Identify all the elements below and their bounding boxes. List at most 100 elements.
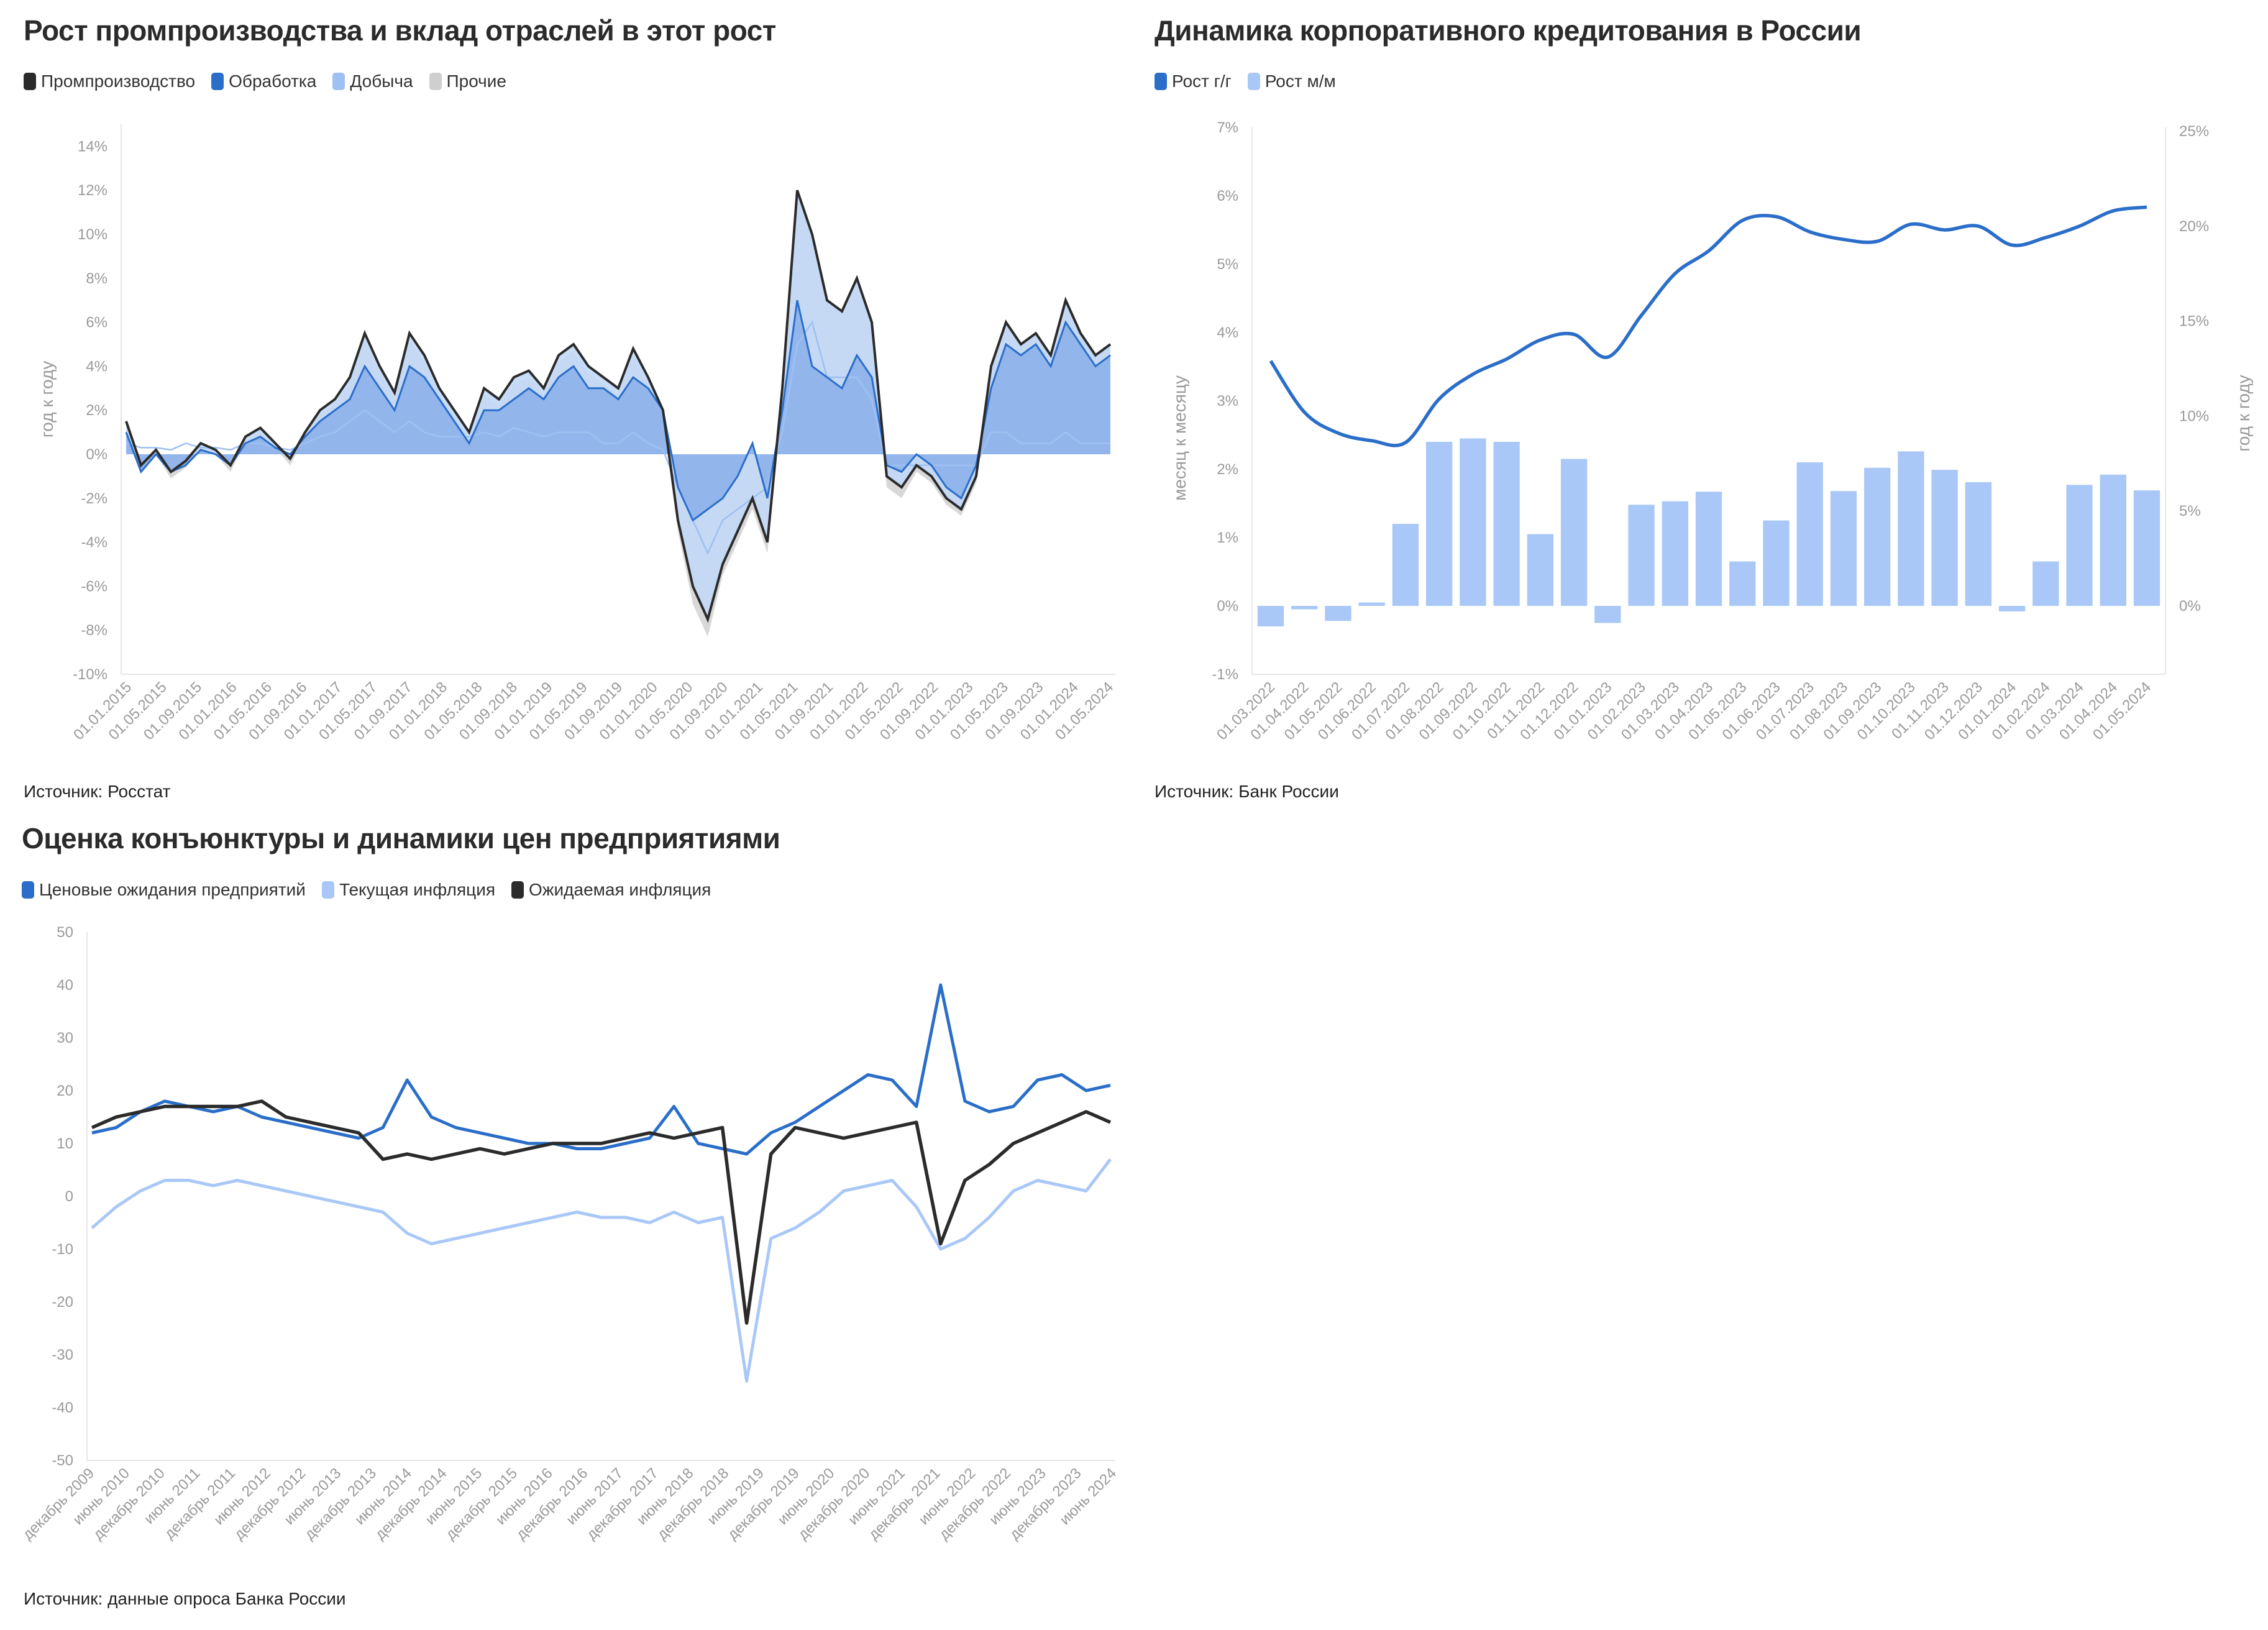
chart1-source: Источник: Росстат bbox=[24, 782, 171, 801]
chart3-legend: Ценовые ожидания предприятий Текущая инф… bbox=[22, 880, 711, 900]
legend-swatch-prom bbox=[24, 73, 36, 90]
chart1-y-tick-label: -4% bbox=[81, 534, 107, 551]
chart2-bar-mom bbox=[2033, 561, 2059, 606]
chart2-bar-mom bbox=[1729, 561, 1756, 606]
chart1-y-tick-label: 0% bbox=[86, 446, 107, 463]
chart1-y-tick-label: 4% bbox=[86, 358, 107, 375]
chart2-bar-mom bbox=[1560, 459, 1588, 606]
chart1-y-tick-label: 6% bbox=[86, 314, 107, 331]
chart3-y-tick-label: -50 bbox=[52, 1452, 73, 1469]
chart2-bar-mom bbox=[1358, 602, 1385, 606]
chart2-y-tick-left: -1% bbox=[1212, 666, 1238, 683]
legend-label: Добыча bbox=[350, 71, 413, 91]
chart2-y-tick-right: 20% bbox=[2179, 218, 2209, 235]
chart2-y-tick-left: 3% bbox=[1217, 393, 1238, 410]
chart2-bar-mom bbox=[1662, 501, 1688, 606]
chart3-source: Источник: данные опроса Банка России bbox=[24, 1589, 346, 1608]
chart2-bar-mom bbox=[1527, 534, 1553, 606]
chart1-legend-item[interactable]: Добыча bbox=[332, 71, 413, 91]
chart2-bar-mom bbox=[1426, 442, 1453, 606]
chart2-y-tick-left: 5% bbox=[1217, 256, 1238, 273]
chart1-legend-item[interactable]: Промпроизводство bbox=[24, 71, 195, 91]
chart1-y-tick-label: -6% bbox=[81, 578, 107, 595]
chart2-bar-mom bbox=[1864, 467, 1891, 606]
chart1-line-obrabotka bbox=[125, 300, 1111, 522]
legend-swatch-dobycha bbox=[332, 73, 345, 90]
chart2-y-tick-left: 2% bbox=[1217, 461, 1238, 478]
chart2-legend: Рост г/г Рост м/м bbox=[1155, 71, 1336, 91]
legend-swatch-expected-inf bbox=[511, 881, 524, 899]
chart2-y-tick-left: 4% bbox=[1217, 324, 1238, 341]
chart1-y-tick-label: 8% bbox=[86, 270, 107, 287]
chart1-y-tick-label: -8% bbox=[81, 622, 107, 639]
chart1-legend-item[interactable]: Обработка bbox=[211, 71, 316, 91]
chart2-y-axis-title-left: месяц к месяцу bbox=[1170, 375, 1189, 501]
chart3-y-tick-label: 50 bbox=[57, 924, 73, 941]
chart2-y-tick-right: 10% bbox=[2179, 408, 2209, 424]
chart3-y-tick-label: 30 bbox=[57, 1030, 73, 1046]
chart2-line-yoy bbox=[1269, 205, 2147, 447]
chart1-y-tick-label: -10% bbox=[73, 666, 107, 683]
chart2-y-tick-right: 15% bbox=[2179, 313, 2209, 330]
chart3-line-current-inflation bbox=[91, 1158, 1112, 1383]
chart2-bar-mom bbox=[2133, 490, 2161, 606]
chart2-legend-item[interactable]: Рост г/г bbox=[1155, 71, 1232, 91]
legend-swatch-yoy bbox=[1155, 73, 1167, 90]
chart2-bar-mom bbox=[1257, 606, 1284, 626]
chart3-y-tick-label: -30 bbox=[52, 1347, 73, 1363]
chart2-bar-mom bbox=[2066, 485, 2093, 606]
chart2-y-tick-right: 25% bbox=[2179, 123, 2209, 140]
chart2-bar-mom bbox=[1965, 482, 1991, 606]
chart3-line-price-expectations bbox=[91, 983, 1111, 1156]
chart2-y-tick-left: 7% bbox=[1217, 119, 1238, 136]
chart2-plot: 7% 6% 5% 4% 3% 2% 1% 0% -1% 25% 20% 15% 10% 5% 0% месяц… bbox=[1170, 119, 2253, 743]
legend-label: Прочие bbox=[446, 71, 506, 91]
chart1-y-tick-label: -2% bbox=[81, 490, 107, 507]
legend-label: Ожидаемая инфляция bbox=[529, 880, 711, 899]
chart2-bar-mom bbox=[1392, 524, 1419, 606]
chart2-bar-mom bbox=[2100, 474, 2126, 606]
legend-label: Промпроизводство bbox=[41, 71, 196, 91]
chart3-y-tick-label: 20 bbox=[57, 1083, 73, 1099]
chart2-y-axis-title-right: год к году bbox=[2234, 375, 2253, 452]
legend-swatch-prochie bbox=[429, 73, 442, 90]
chart2-bar-mom bbox=[1931, 470, 1958, 606]
legend-swatch-mom bbox=[1247, 73, 1260, 90]
chart3-legend-item[interactable]: Текущая инфляция bbox=[321, 880, 496, 900]
chart2-title: Динамика корпоративного кредитования в Р… bbox=[1155, 14, 1862, 47]
chart3-y-tick-label: -10 bbox=[52, 1241, 73, 1258]
chart2-bar-mom bbox=[1796, 462, 1823, 606]
chart3-y-tick-label: 0 bbox=[65, 1188, 73, 1205]
chart2-y-tick-left: 6% bbox=[1217, 188, 1238, 204]
legend-label: Текущая инфляция bbox=[339, 880, 496, 899]
chart3-y-tick-label: -20 bbox=[52, 1294, 73, 1311]
chart2-y-tick-left: 0% bbox=[1217, 598, 1238, 615]
chart2-legend-item[interactable]: Рост м/м bbox=[1247, 71, 1336, 91]
chart2-bar-mom bbox=[1493, 442, 1520, 606]
chart1-y-tick-label: 12% bbox=[78, 182, 107, 199]
legend-label: Ценовые ожидания предприятий bbox=[39, 880, 306, 899]
chart1-plot: 14% 12% 10% 8% 6% 4% 2% 0% -2% -4% -6% -8% -10% год к… bbox=[37, 124, 1117, 743]
chart2-source: Источник: Банк России bbox=[1155, 782, 1339, 801]
chart3-y-tick-label: 10 bbox=[57, 1135, 73, 1152]
chart3-legend-item[interactable]: Ожидаемая инфляция bbox=[511, 880, 711, 900]
chart1-legend: Промпроизводство Обработка Добыча Прочие bbox=[24, 71, 506, 91]
chart3-y-tick-label: -40 bbox=[52, 1399, 73, 1416]
legend-swatch-obrabotka bbox=[211, 73, 224, 90]
chart1-y-tick-label: 2% bbox=[86, 402, 107, 419]
chart2-y-tick-right: 0% bbox=[2179, 598, 2201, 615]
chart1-y-tick-label: 10% bbox=[78, 226, 107, 243]
chart3-title: Оценка конъюнктуры и динамики цен предпр… bbox=[22, 822, 780, 854]
chart3-legend-item[interactable]: Ценовые ожидания предприятий bbox=[22, 880, 306, 900]
chart1-line-prom bbox=[125, 190, 1112, 623]
chart3-line-expected-inflation bbox=[91, 1099, 1112, 1325]
chart1-legend-item[interactable]: Прочие bbox=[429, 71, 506, 91]
chart2-bar-mom bbox=[1594, 606, 1621, 623]
chart2-y-tick-left: 1% bbox=[1217, 529, 1238, 546]
chart2-bar-mom bbox=[1628, 505, 1655, 606]
chart1-title: Рост промпроизводства и вклад отраслей в… bbox=[24, 14, 776, 47]
chart1-y-axis-title: год к году bbox=[37, 361, 57, 438]
legend-label: Рост г/г bbox=[1172, 71, 1232, 91]
chart2-bar-mom bbox=[1898, 451, 1924, 606]
